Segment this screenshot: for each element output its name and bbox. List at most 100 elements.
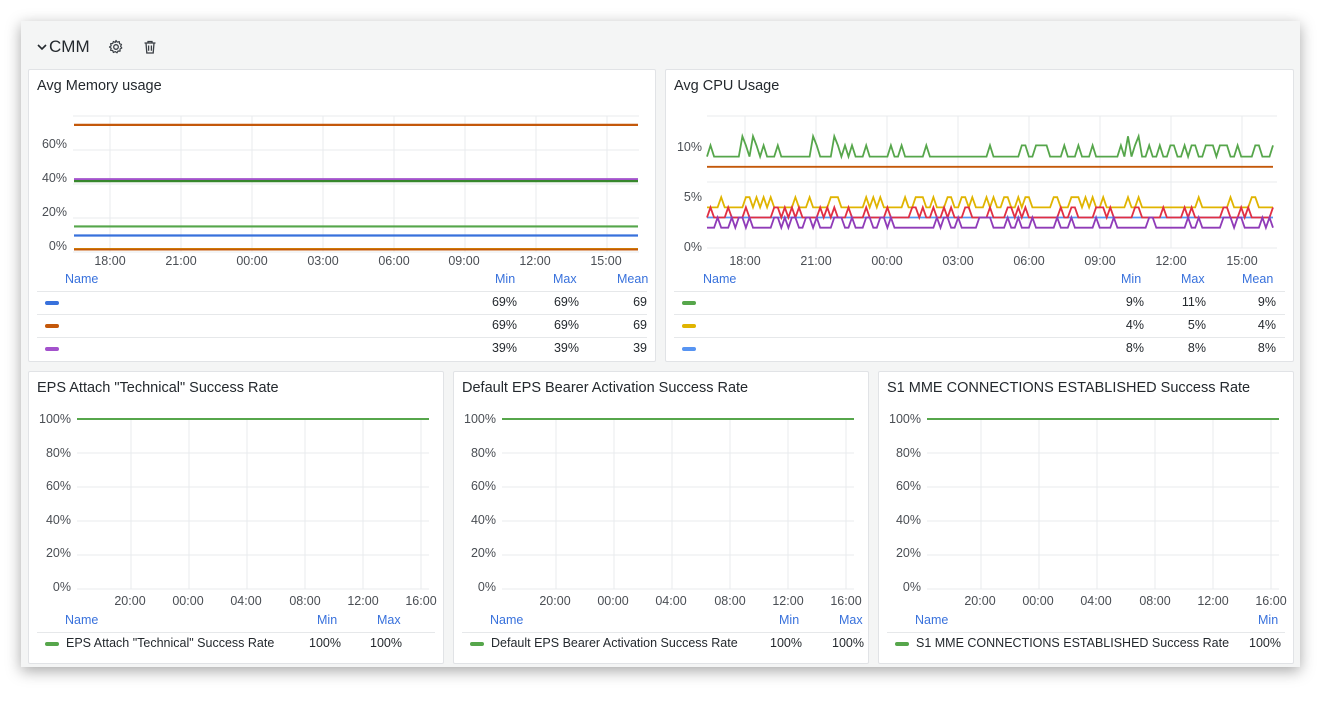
legend-header-name[interactable]: Name xyxy=(65,272,99,286)
legend-header-name[interactable]: Name xyxy=(703,272,737,286)
legend-min: 100% xyxy=(309,636,341,650)
legend-header-name[interactable]: Name xyxy=(915,613,949,627)
legend-header-min[interactable]: Min xyxy=(779,613,800,627)
x-tick-label: 00:00 xyxy=(172,594,204,608)
eps-bearer-plot-area[interactable] xyxy=(502,418,854,590)
legend-row[interactable]: S1 MME CONNECTIONS ESTABLISHED Success R… xyxy=(887,632,1285,655)
gear-icon[interactable] xyxy=(108,39,124,55)
legend-mean: 9% xyxy=(1257,295,1276,309)
eps-attach-plot-area[interactable] xyxy=(77,418,429,590)
legend-max: 8% xyxy=(1187,341,1206,355)
legend-header-min[interactable]: Min xyxy=(317,613,338,627)
legend-min: 69% xyxy=(491,318,517,332)
legend-header-name[interactable]: Name xyxy=(65,613,99,627)
y-tick-label: 0% xyxy=(902,580,921,594)
x-tick-label: 08:00 xyxy=(289,594,321,608)
legend-row[interactable]: 39% 39% 39 xyxy=(37,337,647,360)
y-tick-label: 80% xyxy=(895,446,921,460)
panel-s1-mme-connections-success-rate[interactable]: S1 MME CONNECTIONS ESTABLISHED Success R… xyxy=(878,371,1294,664)
legend-mean: 69 xyxy=(633,318,647,332)
panel-eps-attach-success-rate[interactable]: EPS Attach "Technical" Success Rate 100%… xyxy=(28,371,444,664)
x-tick-label: 06:00 xyxy=(378,254,410,268)
x-tick-label: 16:00 xyxy=(405,594,437,608)
y-tick-label: 20% xyxy=(895,546,921,560)
x-tick-label: 12:00 xyxy=(1155,254,1187,268)
x-tick-label: 04:00 xyxy=(655,594,687,608)
legend-row[interactable]: 69% 69% 69 xyxy=(37,314,647,337)
legend-min: 100% xyxy=(770,636,802,650)
trash-icon[interactable] xyxy=(142,39,158,55)
x-tick-label: 16:00 xyxy=(1255,594,1287,608)
x-tick-label: 09:00 xyxy=(1084,254,1116,268)
y-tick-label: 40% xyxy=(895,513,921,527)
legend-header-mean[interactable]: Mean xyxy=(1242,272,1274,286)
row-header[interactable]: CMM xyxy=(35,35,158,59)
legend-header-max[interactable]: Max xyxy=(839,613,863,627)
legend-row[interactable]: 4% 5% 4% xyxy=(674,314,1285,337)
y-tick-label: 60% xyxy=(41,137,67,151)
legend-header-max[interactable]: Max xyxy=(377,613,401,627)
x-tick-label: 20:00 xyxy=(964,594,996,608)
legend-max: 5% xyxy=(1187,318,1206,332)
legend-header-min[interactable]: Min xyxy=(1121,272,1142,286)
panel-title: Avg CPU Usage xyxy=(674,78,780,94)
y-tick-label: 40% xyxy=(41,171,67,185)
y-tick-label: 40% xyxy=(470,513,496,527)
panel-avg-memory-usage[interactable]: Avg Memory usage 60% 40% 20% 0% 18:00 21… xyxy=(28,69,656,362)
series-line xyxy=(706,204,1274,221)
legend-min: 39% xyxy=(491,341,517,355)
legend-mean: 69 xyxy=(633,295,647,309)
legend-row[interactable]: 9% 11% 9% xyxy=(674,291,1285,314)
series-line xyxy=(707,214,1274,231)
y-tick-label: 60% xyxy=(895,479,921,493)
y-tick-label: 60% xyxy=(470,479,496,493)
y-tick-label: 40% xyxy=(45,513,71,527)
legend-mean: 4% xyxy=(1257,318,1276,332)
x-tick-label: 00:00 xyxy=(236,254,268,268)
x-tick-label: 04:00 xyxy=(1080,594,1112,608)
legend-header-min[interactable]: Min xyxy=(495,272,516,286)
legend-header-max[interactable]: Max xyxy=(553,272,577,286)
panel-title: Default EPS Bearer Activation Success Ra… xyxy=(462,380,749,396)
x-tick-label: 09:00 xyxy=(448,254,480,268)
legend-min: 69% xyxy=(491,295,517,309)
series-color-swatch xyxy=(45,642,59,646)
legend-mean: 8% xyxy=(1257,341,1276,355)
chevron-down-icon[interactable] xyxy=(35,40,49,54)
legend-header-mean[interactable]: Mean xyxy=(617,272,649,286)
panel-default-eps-bearer-success-rate[interactable]: Default EPS Bearer Activation Success Ra… xyxy=(453,371,869,664)
panel-avg-cpu-usage[interactable]: Avg CPU Usage 10% 5% 0% 18:00 21:00 00:0… xyxy=(665,69,1294,362)
y-tick-label: 0% xyxy=(683,240,702,254)
memory-plot-area[interactable] xyxy=(73,115,639,253)
x-tick-label: 03:00 xyxy=(307,254,339,268)
legend-header-name[interactable]: Name xyxy=(490,613,524,627)
x-tick-label: 18:00 xyxy=(94,254,126,268)
legend-row[interactable]: Default EPS Bearer Activation Success Ra… xyxy=(462,632,864,655)
y-tick-label: 100% xyxy=(464,412,496,426)
x-tick-label: 06:00 xyxy=(1013,254,1045,268)
series-color-swatch xyxy=(45,347,59,351)
legend-max: 69% xyxy=(553,318,579,332)
cpu-plot-area[interactable] xyxy=(706,115,1277,249)
y-tick-label: 20% xyxy=(470,546,496,560)
legend-row[interactable]: 8% 8% 8% xyxy=(674,337,1285,360)
legend-header-min[interactable]: Min xyxy=(1258,613,1279,627)
y-tick-label: 60% xyxy=(45,479,71,493)
legend-max: 39% xyxy=(553,341,579,355)
legend-min: 9% xyxy=(1125,295,1144,309)
s1-mme-plot-area[interactable] xyxy=(927,418,1279,590)
x-tick-label: 00:00 xyxy=(1022,594,1054,608)
legend-row[interactable]: 69% 69% 69 xyxy=(37,291,647,314)
x-tick-label: 12:00 xyxy=(347,594,379,608)
series-color-swatch xyxy=(682,324,696,328)
y-tick-label: 0% xyxy=(477,580,496,594)
x-tick-label: 21:00 xyxy=(165,254,197,268)
legend-header-max[interactable]: Max xyxy=(1181,272,1205,286)
x-tick-label: 15:00 xyxy=(1226,254,1258,268)
x-tick-label: 15:00 xyxy=(590,254,622,268)
legend-row[interactable]: EPS Attach "Technical" Success Rate 100%… xyxy=(37,632,435,655)
series-color-swatch xyxy=(470,642,484,646)
row-title[interactable]: CMM xyxy=(49,37,90,56)
x-tick-label: 08:00 xyxy=(1139,594,1171,608)
x-tick-label: 12:00 xyxy=(519,254,551,268)
